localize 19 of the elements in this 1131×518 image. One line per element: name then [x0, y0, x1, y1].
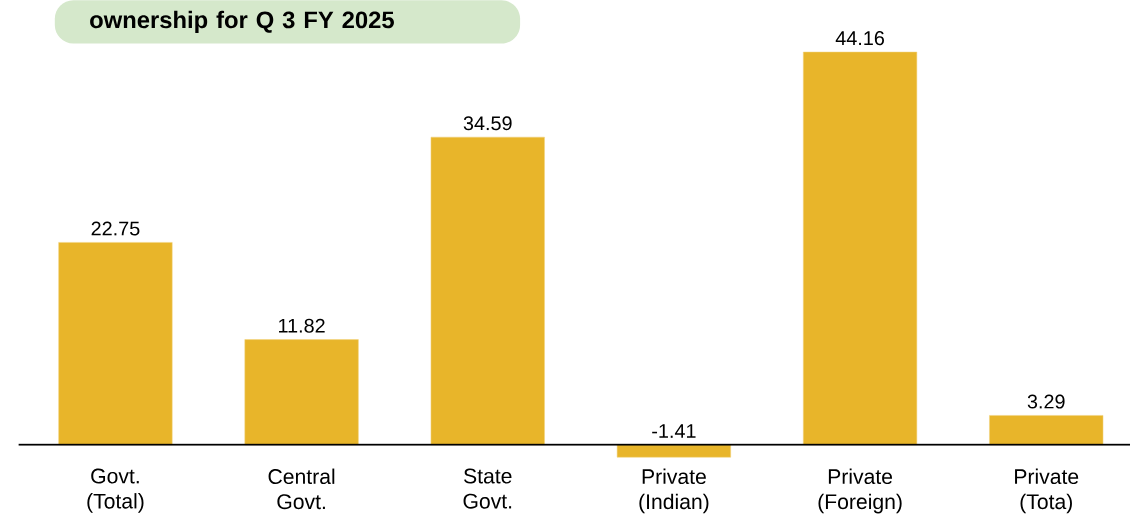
x-tick-label: Central Govt. — [268, 468, 335, 510]
x-tick-label: Private (Indian) — [639, 468, 709, 514]
chart-title: ownership for Q 3 FY 2025 — [90, 10, 394, 34]
bar — [430, 136, 545, 446]
data-label: 11.82 — [279, 318, 325, 333]
data-label: 3.29 — [1027, 394, 1065, 409]
bar — [989, 415, 1104, 446]
data-label: 22.75 — [91, 221, 140, 236]
x-tick-label: Private (Tota) — [1015, 468, 1079, 514]
data-label: -1.41 — [652, 424, 696, 438]
data-label: 34.59 — [463, 116, 512, 131]
bar — [803, 51, 918, 446]
data-label: 44.16 — [835, 31, 885, 46]
x-tick-label: Govt. (Total) — [87, 468, 144, 513]
bar — [244, 339, 359, 446]
x-tick-label: Private (Foreign) — [818, 468, 902, 514]
bar — [616, 444, 731, 458]
bar — [58, 242, 173, 446]
x-tick-label: State Govt. — [463, 468, 512, 509]
